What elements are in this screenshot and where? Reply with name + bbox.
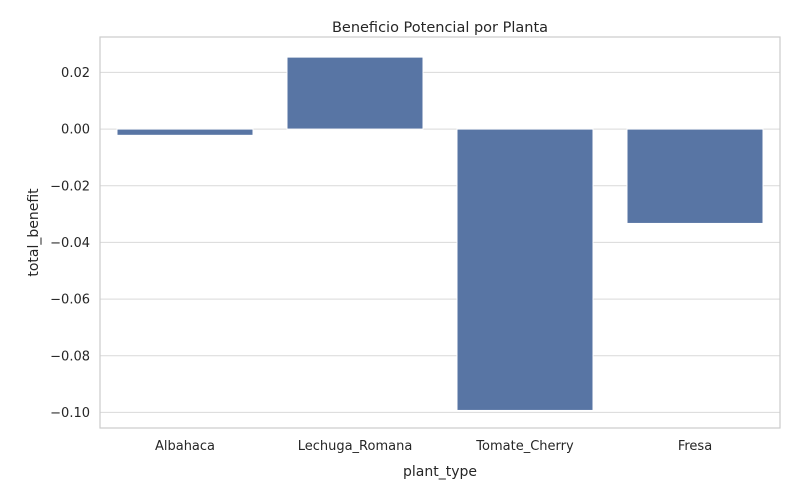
bar-lechuga-romana — [286, 56, 424, 130]
bar-fresa — [626, 128, 764, 224]
y-axis-label: total_benefit — [26, 188, 42, 277]
grid-lines — [100, 71, 780, 413]
y-tick-label: −0.06 — [50, 293, 90, 308]
plot-frame — [99, 36, 781, 429]
x-axis-label: plant_type — [403, 464, 477, 480]
x-tick-label: Lechuga_Romana — [298, 439, 413, 454]
chart-title: Beneficio Potencial por Planta — [332, 20, 548, 36]
bars — [116, 56, 764, 411]
x-tick-label: Albahaca — [155, 439, 215, 454]
y-tick-label: 0.02 — [61, 66, 90, 81]
y-tick-label: 0.00 — [61, 123, 90, 138]
y-tick-labels: 0.02 0.00 −0.02 −0.04 −0.06 −0.08 −0.10 — [50, 66, 90, 421]
y-tick-label: −0.04 — [50, 236, 90, 251]
x-tick-labels: Albahaca Lechuga_Romana Tomate_Cherry Fresa — [155, 439, 712, 454]
y-tick-label: −0.08 — [50, 349, 90, 364]
y-tick-label: −0.02 — [50, 179, 90, 194]
bar-albahaca — [116, 128, 254, 136]
bar-tomate-cherry — [456, 128, 594, 411]
y-tick-label: −0.10 — [50, 406, 90, 421]
x-tick-label: Tomate_Cherry — [475, 439, 574, 454]
x-tick-label: Fresa — [678, 439, 712, 454]
